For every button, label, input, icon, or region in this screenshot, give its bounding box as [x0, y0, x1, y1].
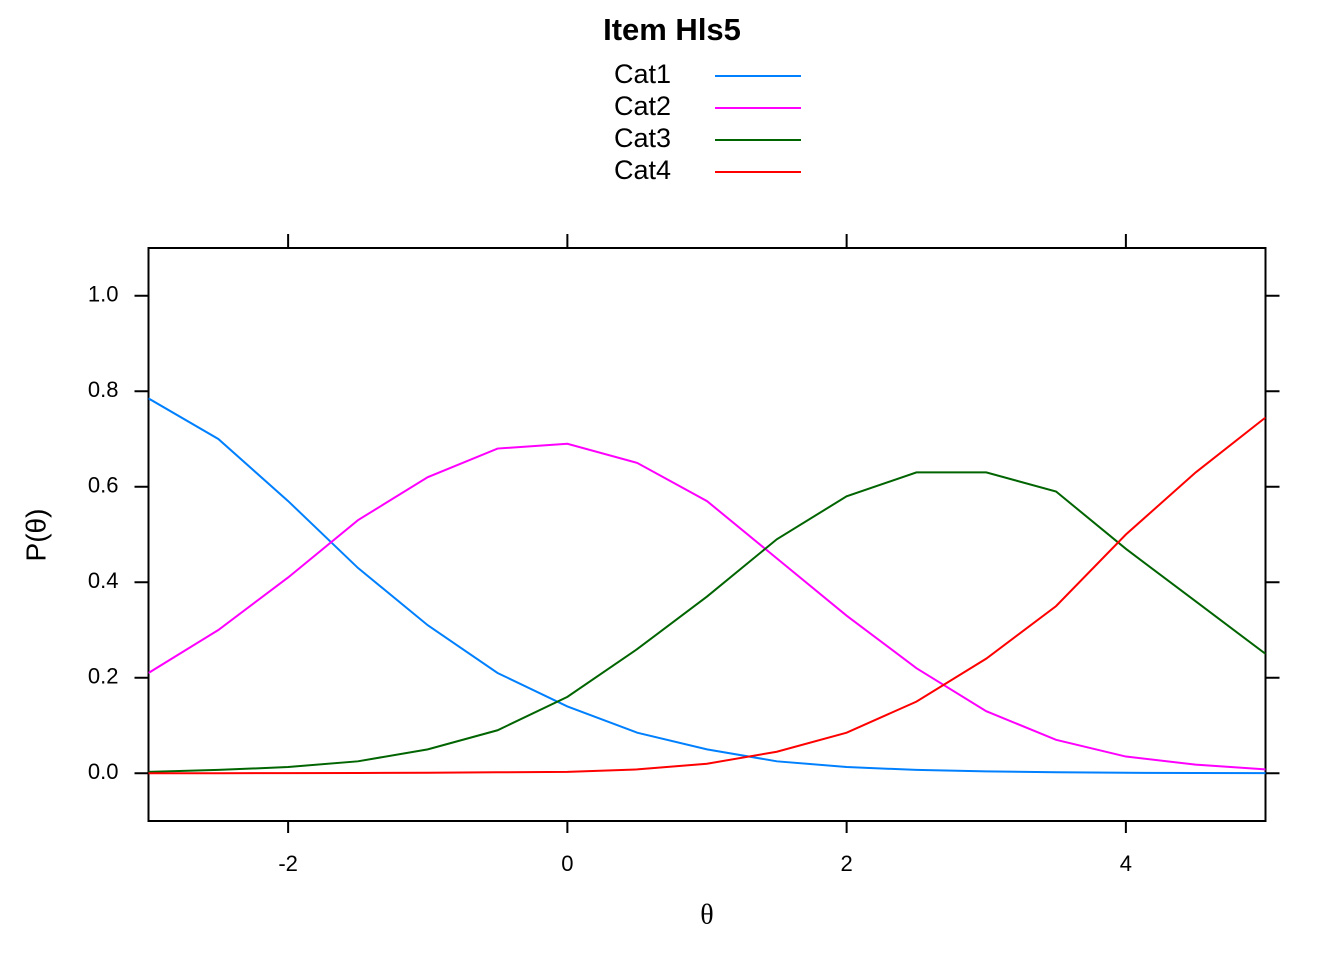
series-line — [148, 416, 1266, 775]
chart-title: Item Hls5 — [603, 12, 741, 47]
legend-label: Cat4 — [614, 155, 671, 185]
legend-label: Cat1 — [614, 59, 671, 89]
x-tick-label: 2 — [841, 851, 853, 876]
y-tick-label: 0.0 — [88, 759, 119, 784]
plot-frame — [147, 247, 1267, 822]
legend-label: Cat2 — [614, 91, 671, 121]
series-line — [148, 442, 1266, 771]
y-axis-label: P(θ) — [20, 509, 51, 562]
x-tick-label: 4 — [1120, 851, 1132, 876]
series-line — [148, 471, 1266, 773]
y-tick-label: 0.6 — [88, 473, 119, 498]
x-tick-label: -2 — [278, 851, 298, 876]
y-tick-label: 0.8 — [88, 377, 119, 402]
y-tick-label: 1.0 — [88, 282, 119, 307]
legend-label: Cat3 — [614, 123, 671, 153]
y-tick-label: 0.4 — [88, 568, 119, 593]
y-tick-label: 0.2 — [88, 664, 119, 689]
x-tick-label: 0 — [561, 851, 573, 876]
x-axis-label: θ — [700, 899, 713, 930]
series-line — [148, 397, 1266, 775]
